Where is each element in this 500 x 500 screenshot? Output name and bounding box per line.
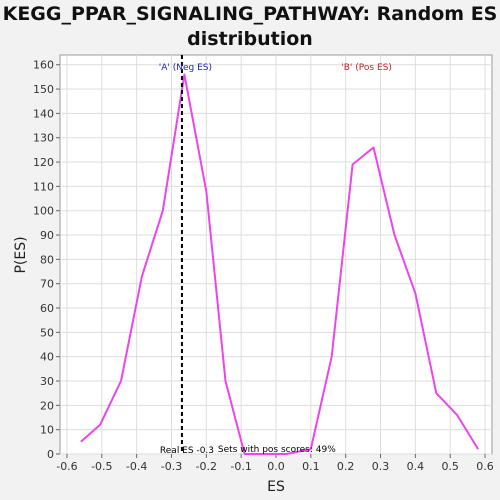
y-tick-label: 50 [40, 326, 54, 339]
series-layer [80, 73, 479, 455]
y-axis-ticks: 0 10 20 30 40 50 60 70 80 90 100 110 120 130 140 150 160 [33, 59, 60, 461]
y-tick-label: 110 [33, 180, 54, 193]
y-tick-label: 10 [40, 424, 54, 437]
x-tick-label: 0.3 [372, 460, 390, 473]
y-tick-label: 20 [40, 399, 54, 412]
y-tick-label: 150 [33, 83, 54, 96]
x-tick-label: 0.4 [407, 460, 425, 473]
chart-title: KEGG_PPAR_SIGNALING_PATHWAY: Random ES d… [2, 3, 498, 50]
y-tick-label: 0 [47, 448, 54, 461]
y-tick-label: 100 [33, 205, 54, 218]
y-tick-label: 80 [40, 253, 54, 266]
x-tick-label: 0.1 [302, 460, 320, 473]
x-tick-label: -0.3 [161, 460, 182, 473]
y-tick-label: 70 [40, 278, 54, 291]
y-tick-label: 140 [33, 107, 54, 120]
y-axis-label: P(ES) [13, 236, 29, 273]
y-tick-label: 60 [40, 302, 54, 315]
x-tick-label: 0.0 [267, 460, 285, 473]
neg-es-label: 'A' (Neg ES) [159, 63, 212, 73]
series-line [80, 73, 479, 455]
y-tick-label: 160 [33, 59, 54, 72]
x-tick-label: -0.2 [196, 460, 217, 473]
x-tick-label: 0.6 [476, 460, 494, 473]
x-tick-label: -0.6 [56, 460, 77, 473]
real-es-label: Real ES -0.3 [160, 446, 214, 456]
y-tick-label: 130 [33, 132, 54, 145]
x-tick-label: -0.1 [230, 460, 251, 473]
x-axis-label: ES [267, 479, 285, 495]
x-axis-ticks: -0.6 -0.5 -0.4 -0.3 -0.2 -0.1 0.0 0.1 0.2 0.3 0.4 0… [56, 454, 494, 473]
y-tick-label: 40 [40, 351, 54, 364]
y-tick-label: 120 [33, 156, 54, 169]
pos-scores-label: Sets with pos scores: 49% [218, 445, 336, 455]
x-tick-label: 0.5 [441, 460, 459, 473]
x-tick-label: -0.5 [91, 460, 112, 473]
x-tick-label: -0.4 [126, 460, 147, 473]
grid-lines [60, 55, 492, 455]
pos-es-label: 'B' (Pos ES) [341, 63, 392, 73]
x-tick-label: 0.2 [337, 460, 355, 473]
y-tick-label: 30 [40, 375, 54, 388]
y-tick-label: 90 [40, 229, 54, 242]
